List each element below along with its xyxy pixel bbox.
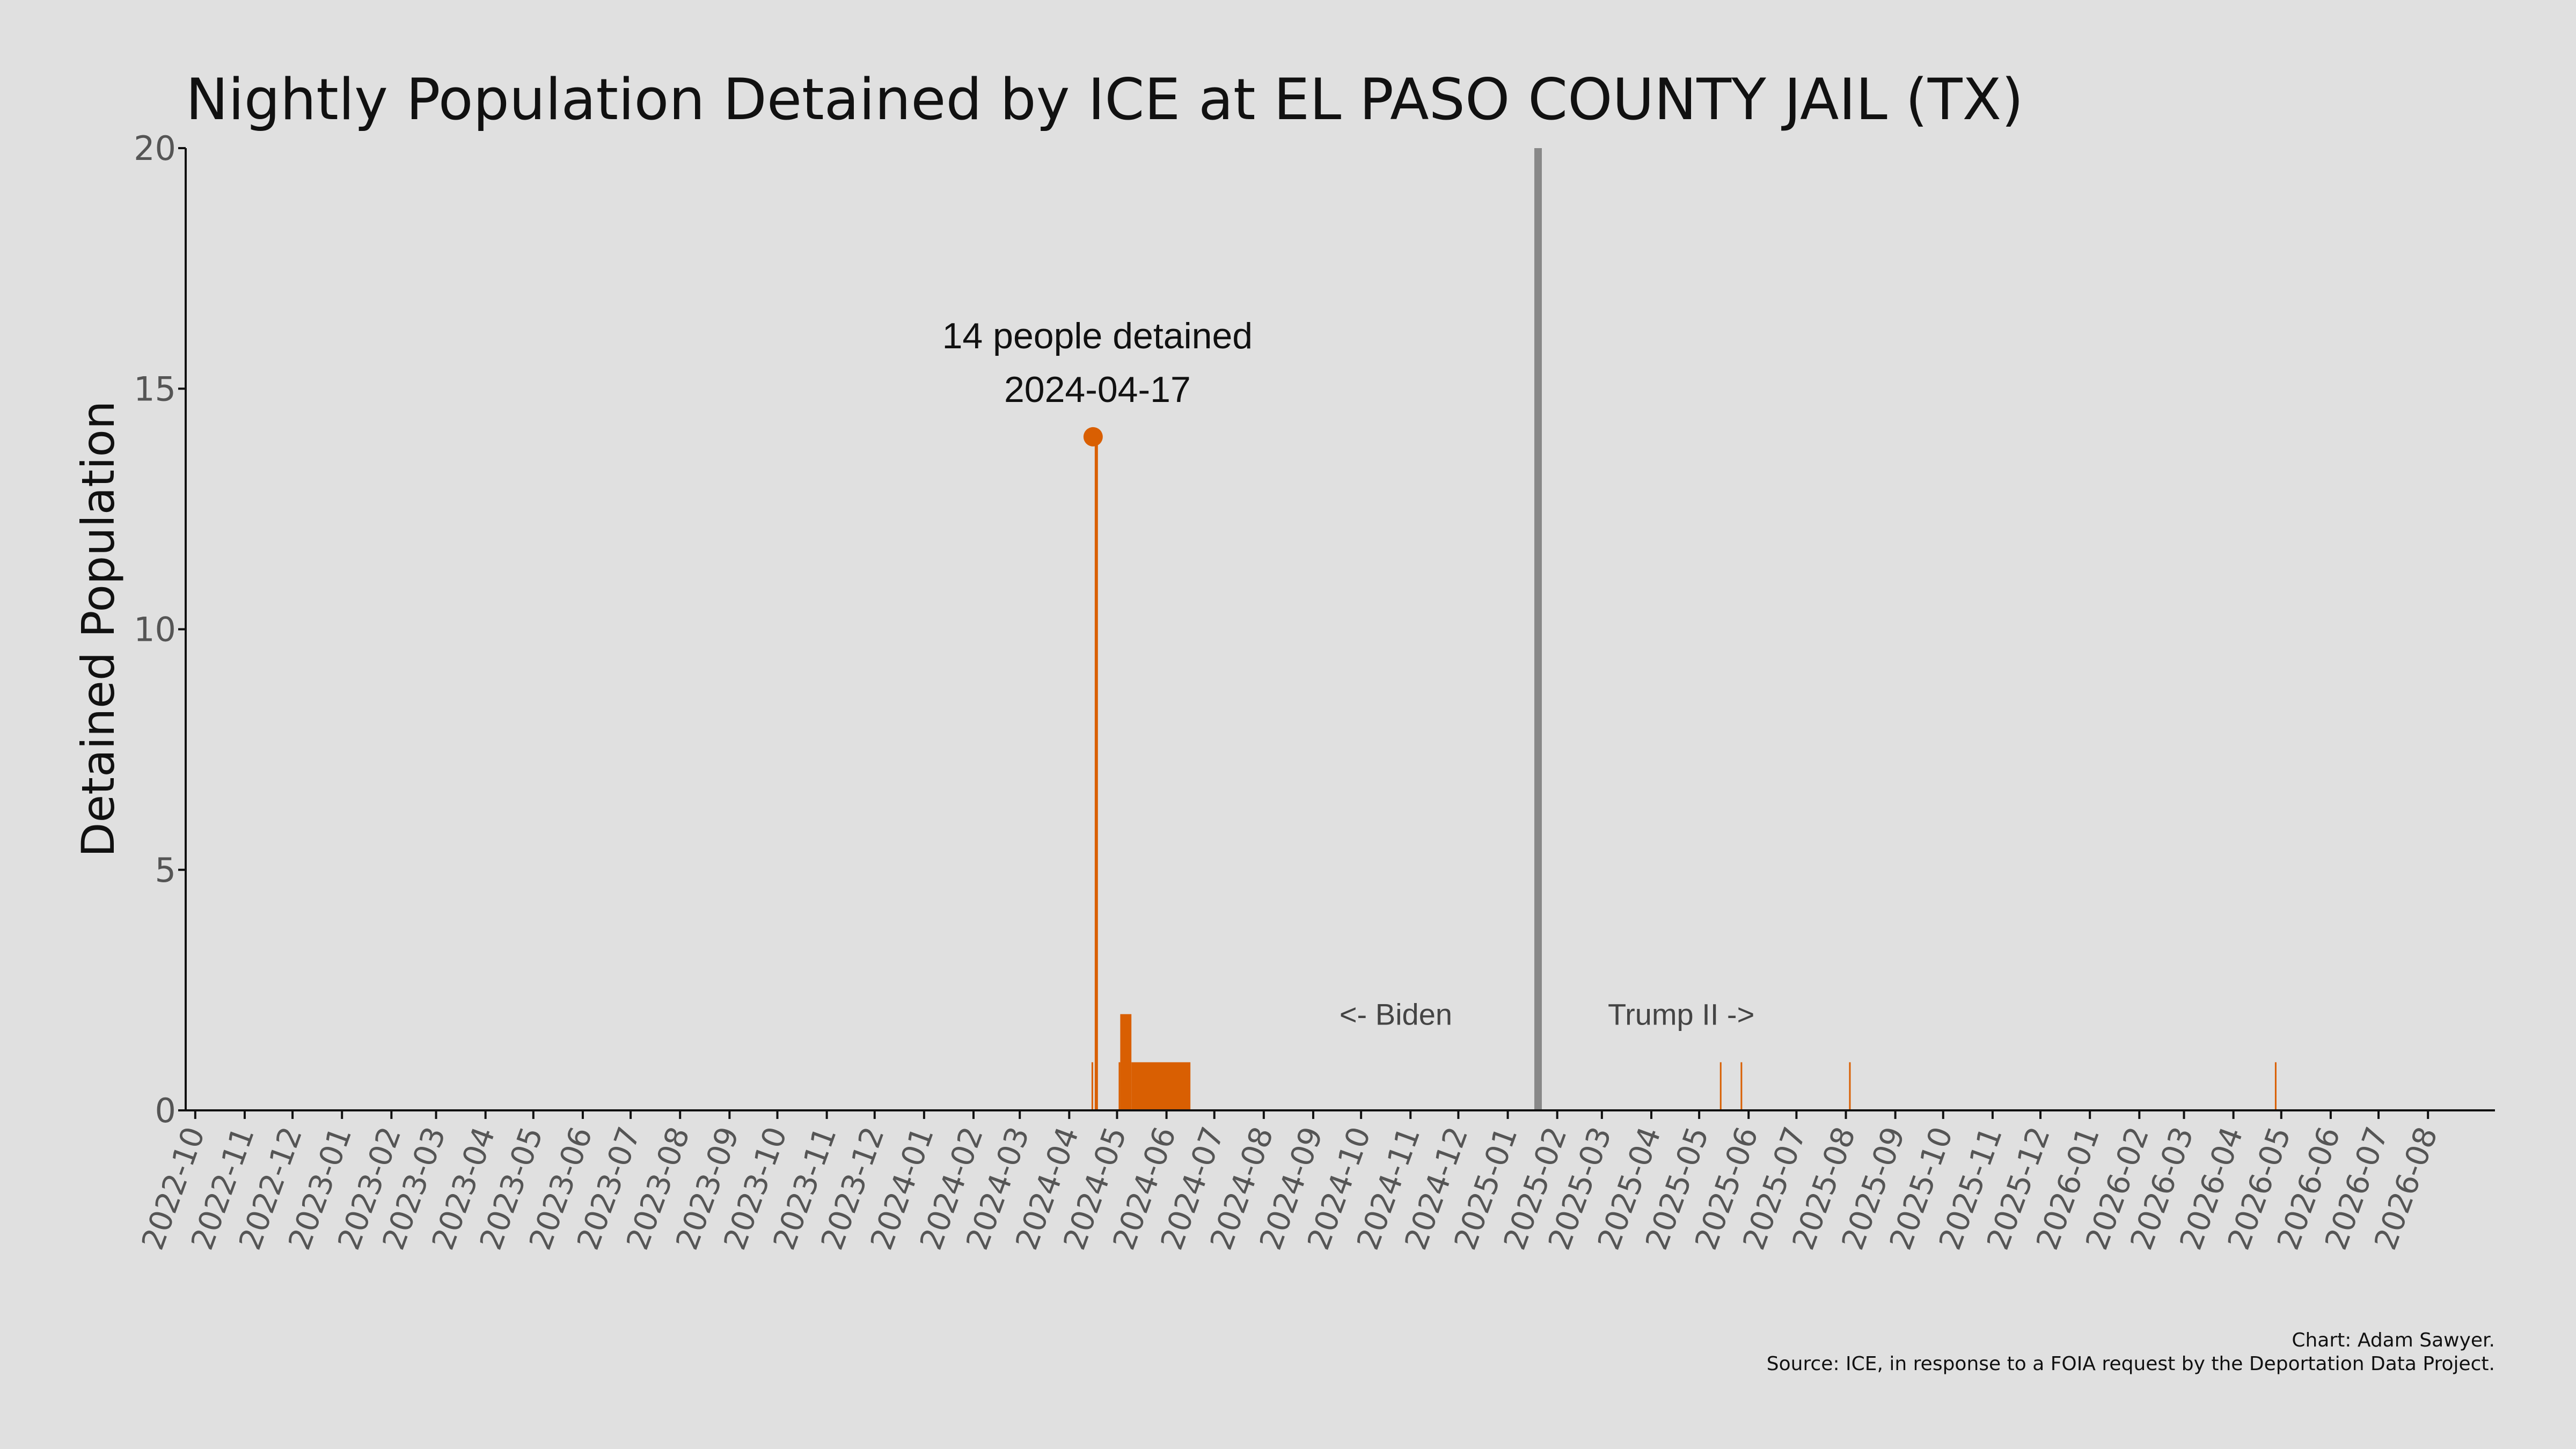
data-bar — [1740, 1062, 1743, 1110]
bars-layer — [1083, 427, 2277, 1110]
data-bar — [1118, 1062, 1121, 1110]
peak-marker — [1083, 427, 1103, 447]
era-label-biden: <- Biden — [1340, 998, 1452, 1031]
data-bar — [1849, 1062, 1851, 1110]
chart-title: Nightly Population Detained by ICE at EL… — [186, 67, 2024, 133]
peak-annotation-count: 14 people detained — [942, 316, 1253, 356]
data-bar — [1719, 1062, 1722, 1110]
axes-layer — [185, 148, 2495, 1111]
y-tick-label: 5 — [155, 851, 176, 890]
chart-credit: Chart: Adam Sawyer. — [2292, 1329, 2495, 1351]
data-bar — [1131, 1062, 1191, 1110]
chart-source: Source: ICE, in response to a FOIA reque… — [1767, 1353, 2495, 1375]
y-tick-label: 20 — [134, 129, 176, 168]
peak-annotation-date: 2024-04-17 — [1004, 369, 1191, 410]
annotation-layer: 14 people detained 2024-04-17 <- Biden T… — [942, 316, 1755, 1031]
era-label-trump: Trump II -> — [1608, 998, 1754, 1031]
y-ticks: 0 5 10 15 20 — [134, 129, 186, 1130]
y-tick-label: 0 — [155, 1091, 176, 1130]
data-bar — [2274, 1062, 2277, 1110]
y-tick-label: 15 — [134, 369, 176, 408]
data-bar — [1091, 1062, 1093, 1110]
x-ticks: 2022-102022-112022-122023-012023-022023-… — [135, 1110, 2445, 1255]
y-axis-label: Detained Population — [72, 401, 125, 857]
data-bar — [1120, 1014, 1132, 1110]
y-tick-label: 10 — [134, 610, 176, 649]
data-bar — [1094, 436, 1098, 1110]
